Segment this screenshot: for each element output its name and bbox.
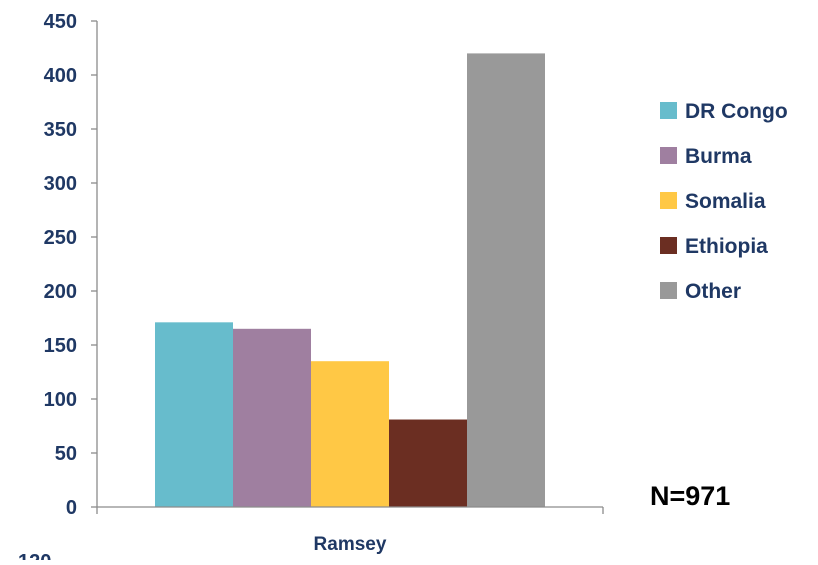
y-tick-label: 300: [44, 173, 77, 195]
legend-swatch-somalia: [660, 192, 677, 209]
legend-label-somalia: Somalia: [685, 190, 766, 213]
bar-somalia: [311, 361, 389, 507]
legend-swatch-burma: [660, 147, 677, 164]
legend-label-burma: Burma: [685, 145, 752, 168]
x-axis: Ramsey: [96, 506, 604, 555]
bars: [155, 53, 545, 508]
bar-ethiopia: [389, 419, 467, 507]
y-tick-label: 150: [44, 335, 77, 357]
legend: DR Congo Burma Somalia Ethiopia Other: [660, 100, 788, 303]
legend-swatch-ethiopia: [660, 237, 677, 254]
y-tick-label: 50: [55, 443, 77, 465]
sample-size-annotation: N=971: [650, 481, 730, 511]
legend-label-other: Other: [685, 280, 741, 303]
legend-label-ethiopia: Ethiopia: [685, 235, 768, 258]
x-category-label: Ramsey: [314, 534, 387, 555]
bar-other: [467, 53, 545, 508]
y-tick-label: 0: [66, 497, 77, 519]
legend-swatch-other: [660, 282, 677, 299]
legend-label-dr-congo: DR Congo: [685, 100, 788, 123]
y-tick-label: 450: [44, 11, 77, 33]
y-tick-label: 250: [44, 227, 77, 249]
legend-swatch-dr-congo: [660, 102, 677, 119]
y-tick-label: 200: [44, 281, 77, 303]
bar-dr-congo: [155, 322, 233, 507]
y-tick-label: 400: [44, 65, 77, 87]
bar-burma: [233, 328, 311, 507]
y-tick-label: 100: [44, 389, 77, 411]
cutoff-tick-label: 120: [18, 551, 51, 560]
y-axis: 0 50 100 150 200 250 300 350 400 450: [44, 11, 98, 519]
y-tick-label: 350: [44, 119, 77, 141]
